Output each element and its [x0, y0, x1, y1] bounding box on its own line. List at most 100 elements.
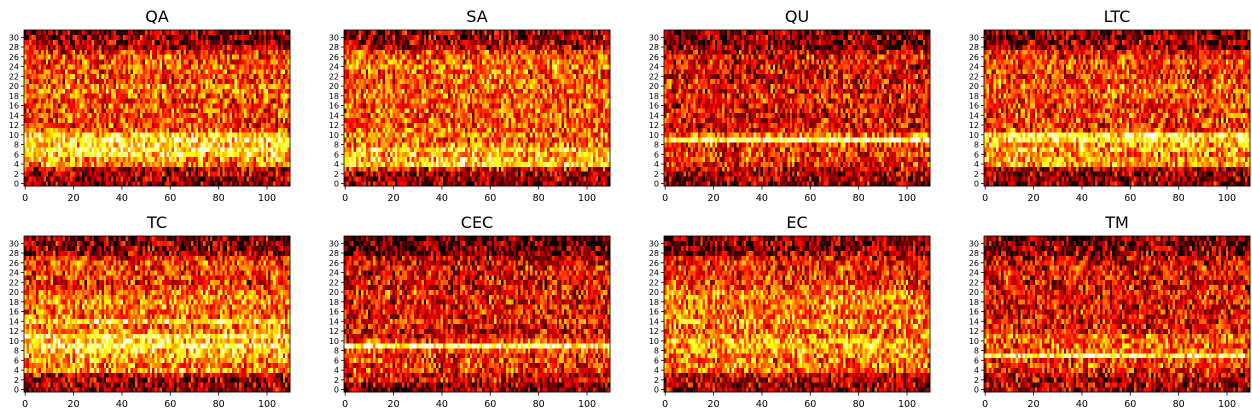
- heatmap-cell: [479, 176, 483, 182]
- heatmap-cell: [215, 161, 218, 167]
- heatmap-cell: [370, 151, 374, 158]
- heatmap-cell: [438, 122, 442, 128]
- heatmap-cell: [181, 171, 184, 177]
- heatmap-cell: [74, 78, 78, 84]
- heatmap-cell: [24, 117, 27, 123]
- heatmap-cell: [416, 161, 420, 167]
- heatmap-cell: [101, 166, 105, 172]
- heatmap-cell: [462, 132, 466, 138]
- heatmap-cell: [489, 127, 492, 133]
- heatmap-cell: [91, 103, 95, 109]
- heatmap-cell: [120, 49, 124, 55]
- heatmap-cell: [96, 30, 100, 36]
- heatmap-cell: [360, 161, 364, 167]
- heatmap-cell: [28, 137, 32, 143]
- heatmap-cell: [36, 171, 39, 177]
- heatmap-cell: [207, 69, 211, 75]
- heatmap-cell: [414, 132, 417, 138]
- heatmap-cell: [394, 166, 398, 172]
- heatmap-cell: [460, 132, 463, 138]
- heatmap-cell: [190, 132, 194, 138]
- heatmap-cell: [74, 147, 78, 153]
- heatmap-cell: [344, 181, 347, 187]
- heatmap-cell: [207, 73, 211, 80]
- heatmap-cell: [433, 166, 437, 172]
- heatmap-cell: [373, 161, 376, 167]
- heatmap-cell: [573, 166, 577, 172]
- heatmap-cell: [98, 103, 102, 109]
- heatmap-cell: [277, 161, 281, 167]
- heatmap-cell: [287, 161, 291, 167]
- heatmap-cell: [130, 83, 134, 89]
- heatmap-cell: [527, 127, 531, 133]
- heatmap-cell: [556, 156, 560, 162]
- heatmap-cell: [234, 54, 238, 60]
- heatmap-cell: [84, 34, 88, 41]
- heatmap-cell: [50, 34, 54, 41]
- heatmap-cell: [481, 156, 485, 162]
- heatmap-cell: [40, 112, 44, 119]
- heatmap-cell: [394, 122, 398, 128]
- heatmap-cell: [251, 59, 255, 65]
- heatmap-cell: [60, 108, 63, 114]
- heatmap-cell: [501, 142, 504, 148]
- heatmap-cell: [246, 142, 250, 148]
- heatmap-cell: [205, 156, 209, 162]
- heatmap-cell: [154, 137, 158, 143]
- heatmap-cell: [280, 122, 284, 128]
- heatmap-cell: [169, 69, 172, 75]
- heatmap-cell: [539, 156, 543, 162]
- heatmap-cell: [140, 127, 143, 133]
- heatmap-cell: [503, 151, 507, 158]
- heatmap-cell: [600, 156, 604, 162]
- heatmap-cell: [132, 49, 136, 55]
- heatmap-cell: [186, 73, 189, 80]
- heatmap-cell: [457, 151, 461, 158]
- heatmap-cell: [450, 142, 454, 148]
- heatmap-cell: [431, 161, 434, 167]
- heatmap-cell: [363, 122, 367, 128]
- heatmap-cell: [195, 39, 199, 45]
- heatmap-cell: [149, 83, 153, 89]
- heatmap-cell: [256, 69, 259, 75]
- heatmap-cell: [375, 132, 379, 138]
- heatmap-cell: [248, 112, 252, 119]
- heatmap-cell: [270, 161, 274, 167]
- heatmap-cell: [520, 161, 524, 167]
- heatmap-cell: [198, 181, 201, 187]
- heatmap-cell: [544, 171, 548, 177]
- heatmap-cell: [43, 69, 47, 75]
- heatmap-cell: [67, 69, 71, 75]
- heatmap-cell: [164, 83, 167, 89]
- heatmap-cell: [585, 122, 589, 128]
- heatmap-cell: [515, 161, 519, 167]
- heatmap-cell: [147, 112, 151, 119]
- heatmap-cell: [433, 142, 437, 148]
- heatmap-cell: [392, 142, 396, 148]
- heatmap-cell: [418, 147, 422, 153]
- heatmap-cell: [28, 147, 32, 153]
- heatmap-cell: [130, 137, 134, 143]
- heatmap-cell: [166, 98, 170, 104]
- heatmap-cell: [234, 69, 238, 75]
- heatmap-cell: [578, 122, 582, 128]
- heatmap-cell: [510, 137, 514, 143]
- heatmap-cell: [460, 142, 463, 148]
- heatmap-cell: [45, 59, 49, 65]
- heatmap-cell: [74, 132, 78, 138]
- heatmap-cell: [236, 30, 240, 36]
- heatmap-cell: [43, 147, 47, 153]
- heatmap-cell: [147, 171, 151, 177]
- heatmap-cell: [433, 137, 437, 143]
- heatmap-cell: [91, 132, 95, 138]
- heatmap-cell: [277, 181, 281, 187]
- heatmap-cell: [60, 88, 63, 94]
- heatmap-cell: [38, 137, 42, 143]
- heatmap-cell: [358, 132, 362, 138]
- heatmap-cell: [69, 34, 73, 41]
- heatmap-cell: [263, 59, 267, 65]
- heatmap-cell: [263, 181, 267, 187]
- heatmap-cell: [416, 132, 420, 138]
- heatmap-cell: [356, 142, 359, 148]
- heatmap-cell: [224, 98, 228, 104]
